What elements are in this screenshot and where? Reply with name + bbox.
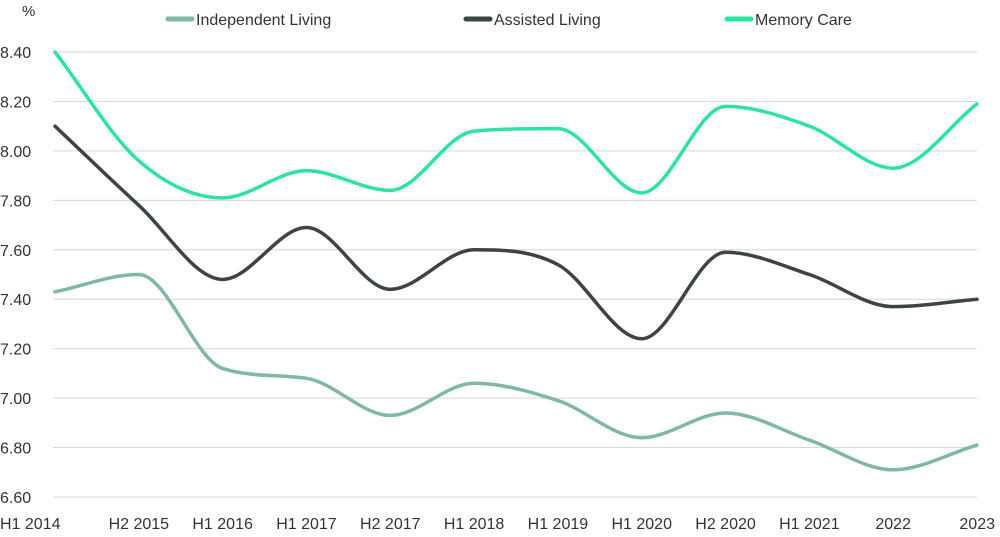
series-layer xyxy=(53,50,979,472)
y-tick-label: 8.40 xyxy=(0,45,31,62)
x-tick-label: H1 2019 xyxy=(528,516,589,533)
x-tick-label: 2022 xyxy=(875,516,911,533)
x-tick-label: H2 2017 xyxy=(360,516,421,533)
x-tick-label: H1 2018 xyxy=(444,516,505,533)
x-tick-label: H1 2020 xyxy=(611,516,672,533)
grid-layer xyxy=(53,51,977,498)
series-line-independent-living xyxy=(53,272,979,472)
x-tick-label: 2023 xyxy=(959,516,995,533)
legend: Independent Living Assisted Living Memory … xyxy=(165,12,852,29)
x-tick-label: H1 2017 xyxy=(276,516,337,533)
x-tick-label: H1 2021 xyxy=(779,516,840,533)
y-axis-unit-label: % xyxy=(22,3,35,20)
y-tick-label: 6.60 xyxy=(0,490,31,507)
x-tick-label: H1 2014 xyxy=(0,516,61,533)
legend-label-independent-living: Independent Living xyxy=(196,12,331,29)
y-tick-label: 7.20 xyxy=(0,342,31,359)
y-tick-label: 8.00 xyxy=(0,144,31,161)
series-line-memory-care xyxy=(53,50,979,200)
y-tick-label: 7.00 xyxy=(0,391,31,408)
x-tick-label: H2 2015 xyxy=(109,516,170,533)
y-axis-ticks: 6.60 6.80 7.00 7.20 7.40 7.60 7.80 8.00 8.20 8.40 xyxy=(0,45,31,507)
x-tick-label: H1 2016 xyxy=(192,516,253,533)
x-axis-ticks: H1 2014 H2 2015 H1 2016 H1 2017 H2 2017 H1 20… xyxy=(0,516,995,533)
y-tick-label: 7.60 xyxy=(0,243,31,260)
y-tick-label: 7.40 xyxy=(0,292,31,309)
x-tick-label: H2 2020 xyxy=(695,516,756,533)
y-tick-label: 8.20 xyxy=(0,94,31,111)
y-tick-label: 6.80 xyxy=(0,441,31,458)
y-tick-label: 7.80 xyxy=(0,193,31,210)
legend-label-memory-care: Memory Care xyxy=(755,12,852,29)
series-line-assisted-living xyxy=(53,124,979,341)
legend-label-assisted-living: Assisted Living xyxy=(494,12,601,29)
